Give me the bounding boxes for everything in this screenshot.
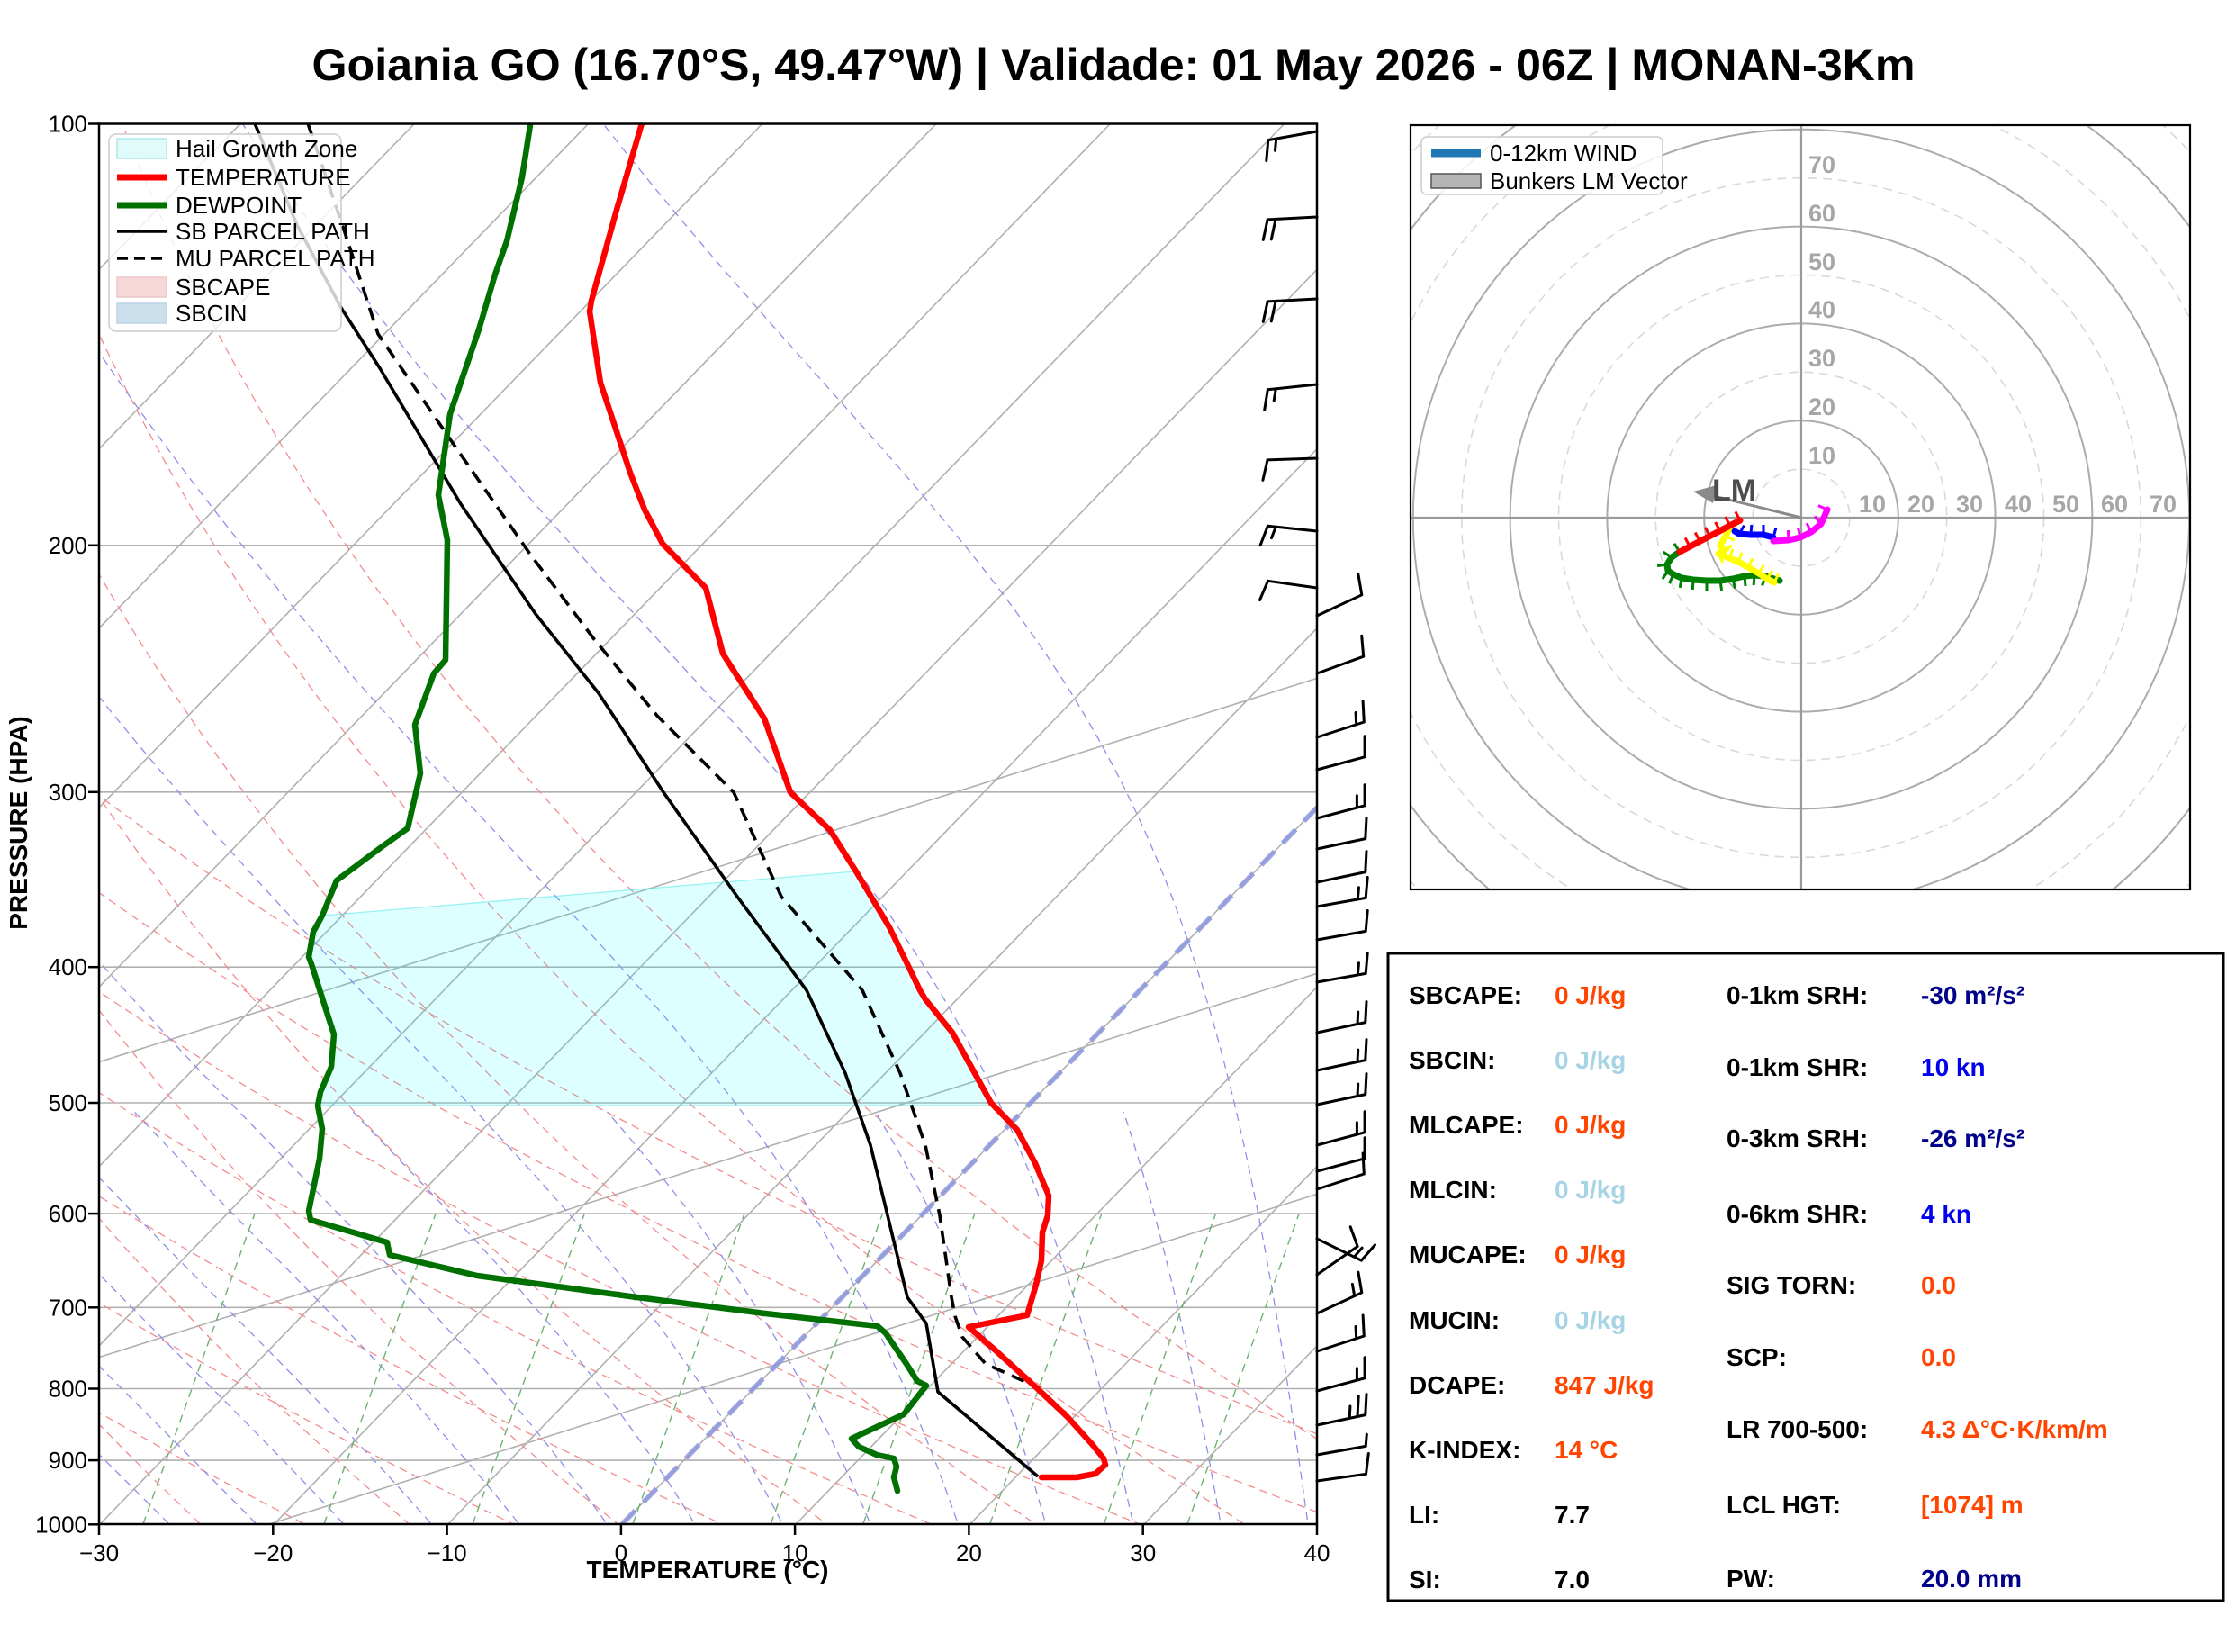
svg-text:40: 40 [1808,296,1835,323]
svg-text:30: 30 [1808,345,1835,372]
svg-text:LR 700-500:: LR 700-500: [1727,1415,1868,1443]
svg-text:0 J/kg: 0 J/kg [1555,1111,1626,1139]
svg-text:100: 100 [49,111,87,138]
svg-text:0 J/kg: 0 J/kg [1555,1046,1626,1074]
svg-text:-26 m²/s²: -26 m²/s² [1921,1124,2024,1152]
svg-text:10: 10 [782,1539,808,1566]
svg-text:−10: −10 [428,1539,467,1566]
svg-text:0-12km WIND: 0-12km WIND [1490,140,1636,167]
svg-text:K-INDEX:: K-INDEX: [1409,1436,1520,1464]
svg-text:30: 30 [1130,1539,1156,1566]
svg-text:10 kn: 10 kn [1921,1053,1986,1081]
svg-text:7.7: 7.7 [1555,1501,1590,1529]
svg-text:DEWPOINT: DEWPOINT [176,192,302,219]
svg-text:MLCAPE:: MLCAPE: [1409,1111,1524,1139]
svg-text:800: 800 [49,1376,87,1403]
svg-text:600: 600 [49,1200,87,1227]
svg-text:300: 300 [49,779,87,806]
svg-text:400: 400 [49,953,87,980]
svg-text:SBCIN: SBCIN [176,300,247,327]
svg-text:[1074] m: [1074] m [1921,1491,2024,1519]
svg-text:0 J/kg: 0 J/kg [1555,1241,1626,1268]
svg-text:MU PARCEL PATH: MU PARCEL PATH [176,245,375,272]
svg-text:MUCAPE:: MUCAPE: [1409,1241,1527,1268]
svg-text:900: 900 [49,1447,87,1474]
svg-text:SIG TORN:: SIG TORN: [1727,1271,1856,1299]
svg-text:Goiania GO (16.70°S, 49.47°W): Goiania GO (16.70°S, 49.47°W) | Validade… [312,40,1916,91]
svg-text:0-6km SHR:: 0-6km SHR: [1727,1200,1868,1228]
svg-text:LI:: LI: [1409,1501,1439,1529]
svg-text:DCAPE:: DCAPE: [1409,1371,1505,1399]
svg-text:0: 0 [615,1539,627,1566]
svg-text:0 J/kg: 0 J/kg [1555,1176,1626,1204]
svg-text:0 J/kg: 0 J/kg [1555,1306,1626,1334]
svg-text:SCP:: SCP: [1727,1343,1787,1371]
svg-text:PRESSURE (HPA): PRESSURE (HPA) [5,716,32,930]
svg-text:Bunkers LM Vector: Bunkers LM Vector [1490,167,1688,194]
svg-text:Hail Growth Zone: Hail Growth Zone [176,135,357,162]
svg-text:7.0: 7.0 [1555,1566,1590,1593]
svg-text:4 kn: 4 kn [1921,1200,1971,1228]
svg-text:30: 30 [1956,491,1983,518]
svg-text:20: 20 [1808,393,1835,420]
svg-text:TEMPERATURE (°C): TEMPERATURE (°C) [587,1556,829,1584]
svg-text:50: 50 [2052,491,2079,518]
svg-text:10: 10 [1859,491,1886,518]
svg-text:10: 10 [1808,442,1835,469]
svg-text:40: 40 [1304,1539,1330,1566]
svg-text:SBCIN:: SBCIN: [1409,1046,1495,1074]
svg-text:700: 700 [49,1294,87,1321]
svg-text:SBCAPE: SBCAPE [176,274,271,301]
svg-text:−20: −20 [253,1539,293,1566]
svg-text:14 °C: 14 °C [1555,1436,1618,1464]
svg-text:MLCIN:: MLCIN: [1409,1176,1497,1204]
svg-text:SB PARCEL PATH: SB PARCEL PATH [176,218,370,245]
svg-text:MUCIN:: MUCIN: [1409,1306,1500,1334]
svg-text:60: 60 [1808,200,1835,227]
svg-text:847 J/kg: 847 J/kg [1555,1371,1654,1399]
svg-text:PW:: PW: [1727,1565,1775,1593]
svg-text:LCL HGT:: LCL HGT: [1727,1491,1841,1519]
svg-text:0-1km SRH:: 0-1km SRH: [1727,981,1868,1009]
svg-text:20.0 mm: 20.0 mm [1921,1565,2022,1593]
svg-text:−30: −30 [79,1539,119,1566]
svg-text:0.0: 0.0 [1921,1343,1956,1371]
svg-text:-30 m²/s²: -30 m²/s² [1921,981,2024,1009]
svg-text:70: 70 [2150,491,2177,518]
svg-text:20: 20 [956,1539,982,1566]
svg-text:0-1km SHR:: 0-1km SHR: [1727,1053,1868,1081]
svg-text:500: 500 [49,1089,87,1116]
svg-text:TEMPERATURE: TEMPERATURE [176,164,351,191]
svg-text:4.3 Δ°C·K/km/m: 4.3 Δ°C·K/km/m [1921,1415,2108,1443]
svg-text:70: 70 [1808,151,1835,178]
svg-text:LM: LM [1712,474,1756,508]
svg-text:40: 40 [2005,491,2032,518]
svg-text:50: 50 [1808,248,1835,275]
svg-text:60: 60 [2101,491,2128,518]
svg-text:0.0: 0.0 [1921,1271,1956,1299]
svg-text:SBCAPE:: SBCAPE: [1409,981,1522,1009]
svg-text:0-3km SRH:: 0-3km SRH: [1727,1124,1868,1152]
svg-text:20: 20 [1907,491,1934,518]
svg-text:200: 200 [49,532,87,559]
svg-text:0 J/kg: 0 J/kg [1555,981,1626,1009]
svg-text:1000: 1000 [35,1511,87,1538]
svg-text:SI:: SI: [1409,1566,1441,1593]
